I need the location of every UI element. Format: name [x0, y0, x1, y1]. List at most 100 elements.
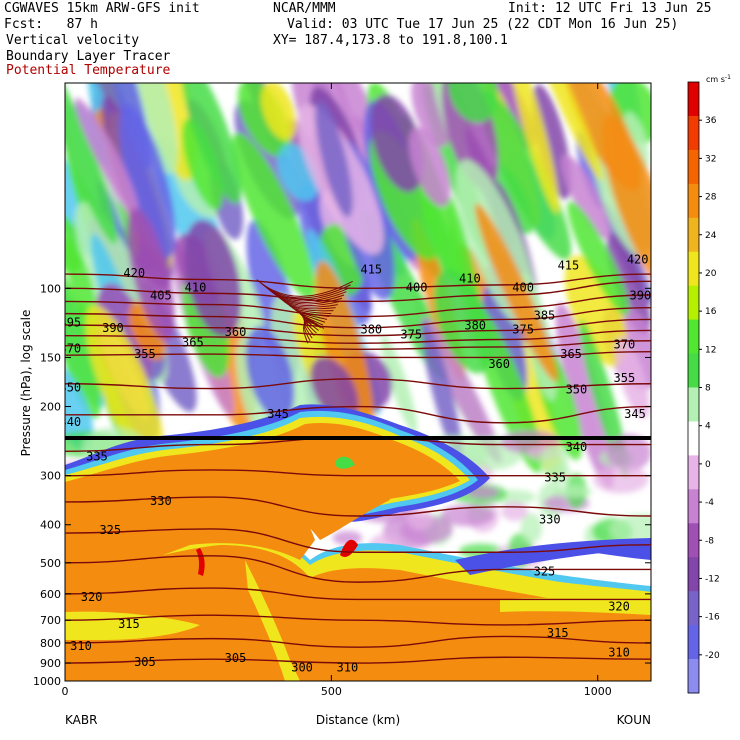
y-tick-label: 500	[40, 557, 61, 570]
y-axis-label: Pressure (hPa), log scale	[19, 310, 33, 457]
theta-line	[303, 320, 318, 339]
theta-label: 390	[630, 289, 652, 303]
colorbar-tick-label: 8	[705, 384, 711, 394]
valid-time: Valid: 03 UTC Tue 17 Jun 25 (22 CDT Mon …	[287, 17, 679, 32]
theta-label: 365	[182, 335, 204, 349]
theta-line	[303, 322, 325, 344]
velocity-cell	[606, 434, 651, 472]
theta-label: 385	[534, 309, 556, 323]
theta-line	[278, 297, 338, 308]
velocity-field	[65, 83, 651, 681]
velocity-cell	[593, 465, 649, 494]
theta-label: 345	[624, 407, 646, 421]
colorbar: 36 32 28 24 20 16 12 8 4 0 -4 -8 -12 -16 -20	[687, 81, 720, 694]
colorbar-segment	[688, 489, 699, 524]
y-tick-label: 600	[40, 588, 61, 601]
theta-label: 305	[225, 651, 247, 665]
velocity-cell	[520, 513, 543, 544]
theta-line	[65, 528, 651, 553]
velocity-cell	[65, 83, 118, 245]
x-tick-label: 0	[62, 685, 69, 698]
velocity-cell	[422, 316, 502, 464]
field-potential-temperature: Potential Temperature	[6, 63, 171, 78]
theta-line	[65, 496, 651, 517]
theta-label: 320	[608, 600, 630, 614]
theta-label: 360	[225, 325, 247, 339]
velocity-cell	[109, 83, 178, 175]
theta-label: 335	[544, 470, 566, 484]
colorbar-segment	[688, 82, 699, 117]
velocity-cell	[74, 97, 139, 215]
y-tick-label: 400	[40, 519, 61, 532]
velocity-cell	[232, 132, 316, 300]
colorbar-tick-label: 4	[705, 422, 711, 432]
theta-line	[65, 405, 651, 424]
colorbar-segment	[688, 387, 699, 422]
forecast-hour: Fcst: 87 h	[4, 17, 98, 32]
velocity-cell	[481, 83, 536, 150]
theta-line	[65, 340, 651, 351]
theta-label: 370	[59, 341, 81, 355]
theta-label: 410	[459, 272, 481, 286]
colorbar-tick-label: -12	[705, 574, 720, 584]
theta-line	[65, 318, 651, 337]
velocity-cell	[606, 233, 651, 335]
theta-line	[294, 308, 328, 320]
colorbar-unit: cm s-1	[706, 74, 731, 84]
colorbar-segment	[688, 523, 699, 558]
theta-label: 300	[291, 661, 313, 675]
velocity-cell	[411, 83, 451, 148]
colorbar-tick-label: 32	[705, 154, 716, 164]
colorbar-tick-label: -4	[705, 498, 714, 508]
theta-label: 415	[360, 262, 382, 276]
velocity-cell	[381, 335, 418, 434]
theta-label: 400	[406, 280, 428, 294]
theta-label: 395	[59, 316, 81, 330]
colorbar-tick-label: 0	[705, 460, 711, 470]
theta-line	[65, 294, 651, 318]
theta-label: 370	[614, 338, 636, 352]
velocity-cell	[610, 513, 651, 546]
colorbar-tick-label: -20	[705, 651, 720, 661]
theta-label: 315	[118, 617, 140, 631]
theta-label: 345	[267, 407, 289, 421]
y-tick-label: 900	[40, 657, 61, 670]
x-axis-label: Distance (km)	[316, 713, 400, 727]
theta-label: 320	[81, 590, 103, 604]
theta-label: 380	[464, 318, 486, 332]
colorbar-segment	[688, 217, 699, 253]
theta-line	[288, 304, 332, 315]
y-tick-label: 150	[40, 351, 61, 364]
theta-label: 335	[86, 450, 108, 464]
theta-label: 375	[400, 328, 422, 342]
theta-label: 390	[102, 321, 124, 335]
colorbar-tick-label: 36	[705, 116, 717, 126]
theta-label: 340	[59, 415, 81, 429]
theta-line	[65, 378, 651, 390]
y-tick-label: 100	[40, 282, 61, 295]
colorbar-tick-label: 24	[705, 231, 717, 241]
theta-label: 340	[566, 440, 588, 454]
velocity-cell	[623, 111, 649, 172]
theta-label: 420	[627, 253, 649, 267]
colorbar-tick-label: 16	[705, 307, 717, 317]
theta-line	[291, 306, 330, 318]
velocity-cell	[65, 361, 94, 450]
y-tick-label: 800	[40, 637, 61, 650]
theta-line	[303, 317, 317, 334]
colorbar-segment	[688, 183, 699, 219]
x-tick-label: 1000	[584, 685, 612, 698]
colorbar-tick-label: 20	[705, 269, 717, 279]
y-tick-label: 1000	[33, 675, 61, 688]
y-tick-label: 200	[40, 401, 61, 414]
theta-label: 350	[566, 382, 588, 396]
velocity-cell	[475, 203, 558, 382]
right-station-label: KOUN	[617, 713, 651, 727]
colorbar-tick-label: 28	[705, 193, 717, 203]
velocity-cell	[491, 163, 534, 235]
theta-label: 310	[337, 661, 359, 675]
model-title: CGWAVES 15km ARW-GFS init	[4, 1, 200, 16]
theta-line	[281, 299, 336, 310]
theta-label: 420	[123, 266, 145, 280]
